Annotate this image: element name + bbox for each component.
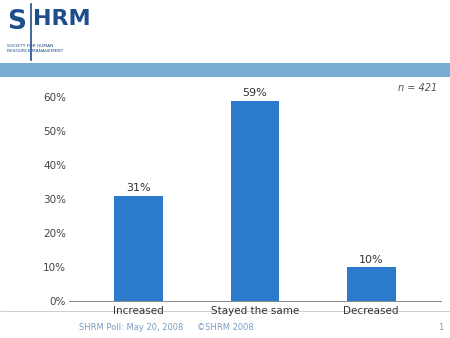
Text: 1: 1	[438, 323, 443, 332]
Bar	[0, 63, 450, 77]
Text: SHRM Poll: May 20, 2008: SHRM Poll: May 20, 2008	[79, 323, 183, 332]
Text: the Last 12 Months Compared With Previous Years: the Last 12 Months Compared With Previou…	[79, 37, 444, 50]
Bar	[114, 196, 163, 301]
FancyBboxPatch shape	[2, 2, 72, 63]
Text: 59%: 59%	[243, 89, 267, 98]
Text: HRM: HRM	[33, 9, 90, 29]
Text: 31%: 31%	[126, 183, 151, 193]
Text: n = 421: n = 421	[398, 83, 437, 93]
Text: SOCIETY FOR HUMAN
RESOURCE MANAGEMENT: SOCIETY FOR HUMAN RESOURCE MANAGEMENT	[7, 44, 63, 53]
Text: ©SHRM 2008: ©SHRM 2008	[197, 323, 253, 332]
Text: Number of Out-of-Town Job Candidates (from Distant Cities, States) in: Number of Out-of-Town Job Candidates (fr…	[79, 5, 450, 18]
Bar	[230, 101, 279, 301]
Bar	[347, 267, 396, 301]
Text: 10%: 10%	[359, 255, 383, 265]
Text: S: S	[7, 9, 26, 35]
